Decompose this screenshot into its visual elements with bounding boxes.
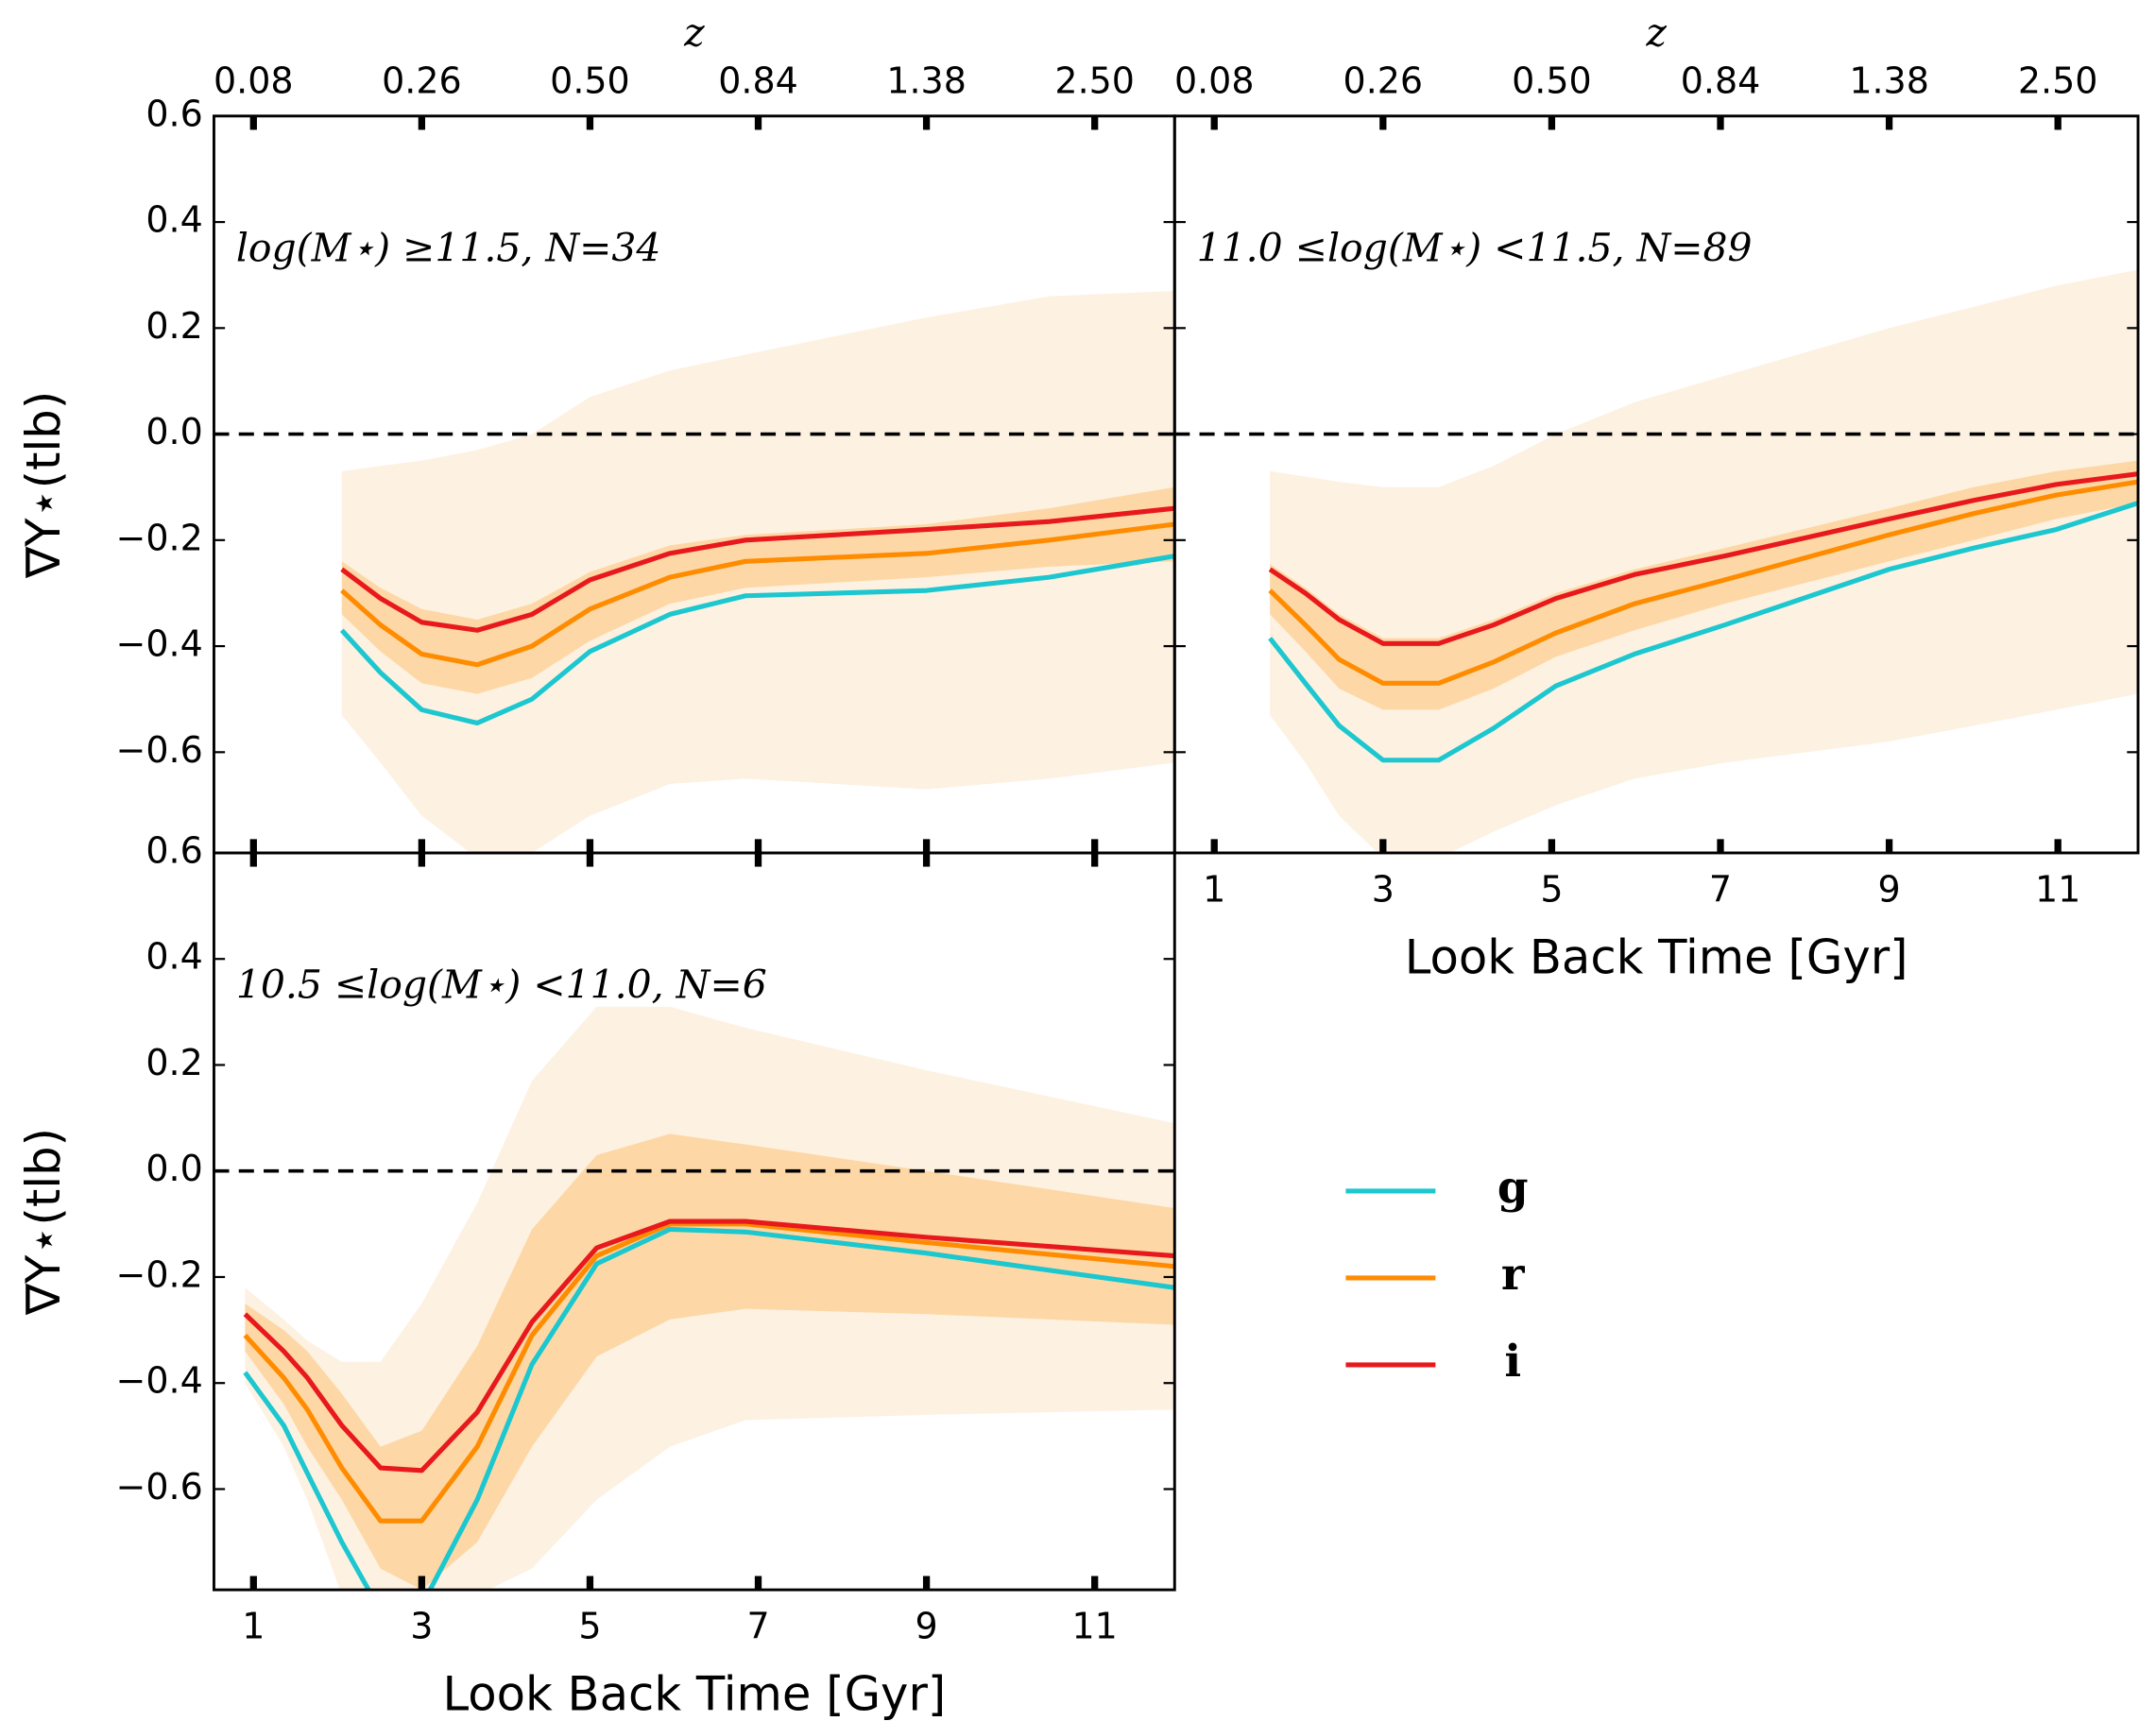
x-tick-label: 11 — [2035, 868, 2080, 910]
x-tick-label: 9 — [1878, 868, 1901, 910]
x-axis-label: Look Back Time [Gyr] — [442, 1667, 946, 1721]
x2-tick-label: 0.50 — [550, 60, 630, 101]
series-line — [340, 521, 1175, 668]
x2-axis-label: z — [1645, 10, 1667, 56]
x2-tick-label: 1.38 — [886, 60, 967, 101]
annotation: 10.5 ≤log(M⋆) <11.0, N=6 — [236, 963, 767, 1008]
band — [245, 1133, 1175, 1591]
x-tick-label: 9 — [915, 1606, 938, 1647]
annotation: log(M⋆) ≥11.5, N=34 — [236, 225, 661, 270]
series-line — [340, 505, 1175, 633]
y-tick-label: −0.6 — [116, 1466, 203, 1508]
series-line — [243, 1218, 1175, 1474]
x2-tick-label: 0.84 — [718, 60, 798, 101]
x-tick-label: 3 — [410, 1606, 433, 1647]
legend-label: i — [1504, 1336, 1521, 1388]
y-axis-label: ∇Υ⋆(tlb) — [16, 1128, 71, 1316]
x2-axis-label: z — [683, 10, 705, 56]
x-tick-label: 5 — [1540, 868, 1563, 910]
x2-tick-label: 0.26 — [382, 60, 462, 101]
x2-tick-label: 0.84 — [1681, 60, 1761, 101]
y-tick-label: 0.4 — [145, 936, 202, 978]
legend-label: g — [1497, 1162, 1529, 1214]
x-tick-label: 3 — [1372, 868, 1395, 910]
x2-tick-label: 2.50 — [1054, 60, 1135, 101]
x2-tick-label: 0.08 — [1174, 60, 1255, 101]
legend-label: r — [1501, 1249, 1526, 1301]
y-tick-label: −0.2 — [116, 517, 203, 558]
x-axis-label: Look Back Time [Gyr] — [1405, 929, 1908, 984]
x-tick-label: 7 — [746, 1606, 769, 1647]
x2-tick-label: 0.08 — [214, 60, 294, 101]
x-tick-label: 1 — [1203, 868, 1225, 910]
band — [341, 486, 1175, 694]
y-tick-label: −0.4 — [116, 623, 203, 665]
series-line — [339, 554, 1175, 726]
y-tick-label: −0.6 — [116, 729, 203, 771]
y-tick-label: −0.2 — [116, 1253, 203, 1295]
y-tick-label: 0.0 — [145, 411, 202, 452]
y-tick-label: 0.6 — [145, 829, 202, 871]
x2-tick-label: 2.50 — [2018, 60, 2098, 101]
series-line — [1268, 501, 2139, 763]
axes-frame — [1172, 114, 2140, 855]
y-tick-label: 0.6 — [145, 93, 202, 134]
y-tick-label: 0.0 — [145, 1148, 202, 1189]
x2-tick-label: 0.26 — [1343, 60, 1424, 101]
y-tick-label: −0.4 — [116, 1360, 203, 1402]
x-tick-label: 7 — [1709, 868, 1732, 910]
x-tick-label: 5 — [578, 1606, 601, 1647]
x-tick-label: 11 — [1072, 1606, 1118, 1647]
y-tick-label: 0.2 — [145, 305, 202, 347]
x2-tick-label: 1.38 — [1849, 60, 1929, 101]
series-line — [243, 1226, 1175, 1591]
y-tick-label: 0.2 — [145, 1042, 202, 1083]
axes-frame — [212, 851, 1176, 1592]
y-axis-label: ∇Υ⋆(tlb) — [16, 391, 71, 579]
x2-tick-label: 0.50 — [1512, 60, 1592, 101]
series-line — [243, 1221, 1175, 1524]
annotation: 11.0 ≤log(M⋆) <11.5, N=89 — [1197, 225, 1753, 270]
y-tick-label: 0.4 — [145, 199, 202, 241]
x-tick-label: 1 — [242, 1606, 265, 1647]
series-line — [1268, 471, 2139, 646]
series-line — [1268, 479, 2139, 686]
